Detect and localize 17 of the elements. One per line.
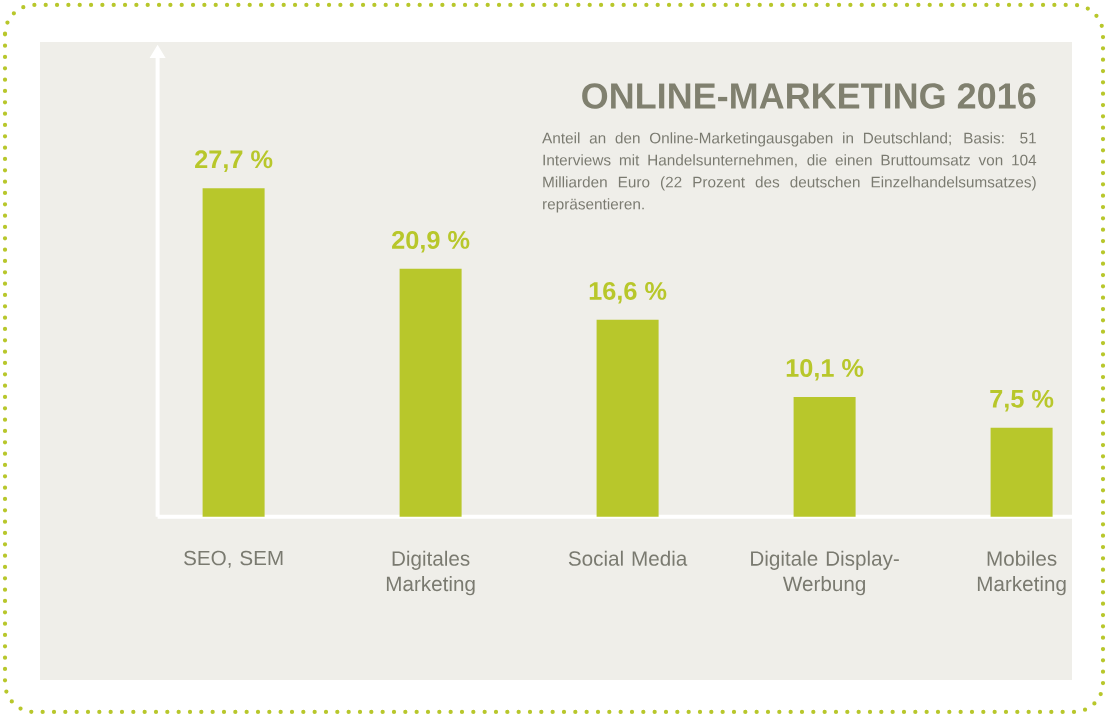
text: Anteil an den Online-Marketingausgaben in Deutschland; Basis: 51 Interviews mit Handelsunternehmen, die einen Bruttoumsatz von 104 Milliarden Euro (22 Prozent des deutschen Einzelhandelsumsatzes) repräsentieren. bbox=[542, 132, 1037, 213]
data-label: 20,9 % bbox=[392, 230, 470, 253]
x-tick-label: Mobiles Marketing bbox=[977, 550, 1066, 596]
data-label: 27,7 % bbox=[195, 150, 273, 172]
data-label: 16,6 % bbox=[589, 281, 667, 304]
x-tick-label: SEO, SEM bbox=[184, 550, 283, 568]
text: ONLINE-MARKETING 2016 bbox=[582, 83, 1036, 109]
bar bbox=[202, 188, 265, 517]
bar bbox=[793, 396, 856, 517]
x-tick-label: Digitale Display-Werbung bbox=[751, 550, 899, 596]
x-tick-label: Social Media bbox=[568, 550, 688, 566]
x-tick-label: Digitales Marketing bbox=[386, 550, 475, 596]
data-label: 10,1 % bbox=[786, 359, 864, 381]
bar bbox=[399, 268, 462, 517]
bar bbox=[596, 319, 659, 517]
bar bbox=[990, 427, 1053, 517]
data-label: 7,5 % bbox=[990, 389, 1054, 412]
